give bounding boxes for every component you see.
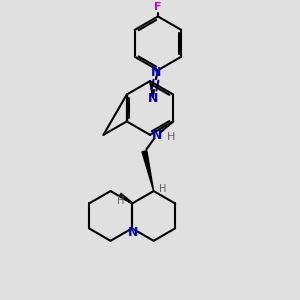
Text: N: N	[151, 66, 162, 79]
Text: H: H	[159, 184, 166, 194]
Text: H: H	[167, 132, 176, 142]
Text: H: H	[117, 196, 124, 206]
Text: N: N	[148, 92, 159, 105]
Polygon shape	[142, 151, 154, 191]
Text: F: F	[154, 2, 162, 13]
Text: N: N	[152, 129, 163, 142]
Text: N: N	[128, 226, 138, 239]
